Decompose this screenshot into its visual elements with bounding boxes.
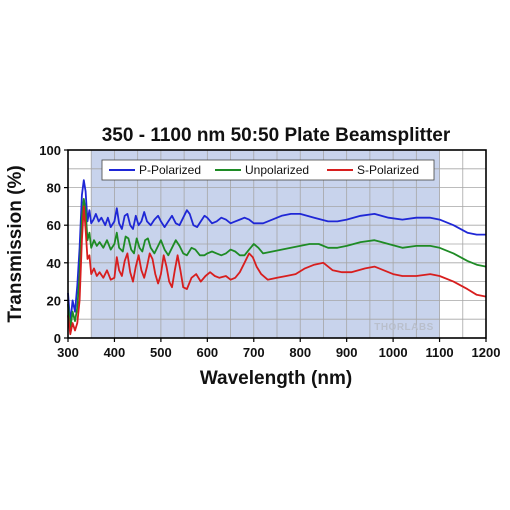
x-tick-label: 1000 bbox=[379, 345, 408, 360]
y-tick-label: 0 bbox=[54, 331, 61, 346]
legend-label-s-polarized: S-Polarized bbox=[357, 163, 419, 177]
legend-label-p-polarized: P-Polarized bbox=[139, 163, 201, 177]
series-line-s-polarized bbox=[67, 205, 487, 336]
x-axis-label: Wavelength (nm) bbox=[200, 368, 352, 389]
x-tick-label: 300 bbox=[57, 345, 79, 360]
y-tick-label: 20 bbox=[47, 293, 61, 308]
chart-title: 350 - 1100 nm 50:50 Plate Beamsplitter bbox=[102, 125, 451, 146]
y-tick-label: 100 bbox=[39, 143, 61, 158]
y-axis-label: Transmission (%) bbox=[5, 165, 26, 322]
x-tick-label: 700 bbox=[243, 345, 265, 360]
x-tick-label: 900 bbox=[336, 345, 358, 360]
series-line-unpolarized bbox=[67, 198, 487, 330]
x-tick-label: 1100 bbox=[425, 345, 453, 360]
y-tick-label: 60 bbox=[47, 218, 61, 233]
legend-label-unpolarized: Unpolarized bbox=[245, 163, 309, 177]
plot-frame bbox=[67, 149, 487, 339]
thorlabs-watermark: THORLABS bbox=[374, 322, 434, 333]
x-tick-label: 400 bbox=[104, 345, 126, 360]
y-tick-label: 80 bbox=[47, 181, 61, 196]
legend-box bbox=[101, 159, 435, 181]
x-tick-label: 500 bbox=[150, 345, 172, 360]
x-tick-label: 800 bbox=[289, 345, 311, 360]
series-line-p-polarized bbox=[67, 179, 486, 324]
x-tick-label: 600 bbox=[196, 345, 218, 360]
x-tick-label: 1200 bbox=[472, 345, 501, 360]
y-tick-label: 40 bbox=[47, 256, 61, 271]
